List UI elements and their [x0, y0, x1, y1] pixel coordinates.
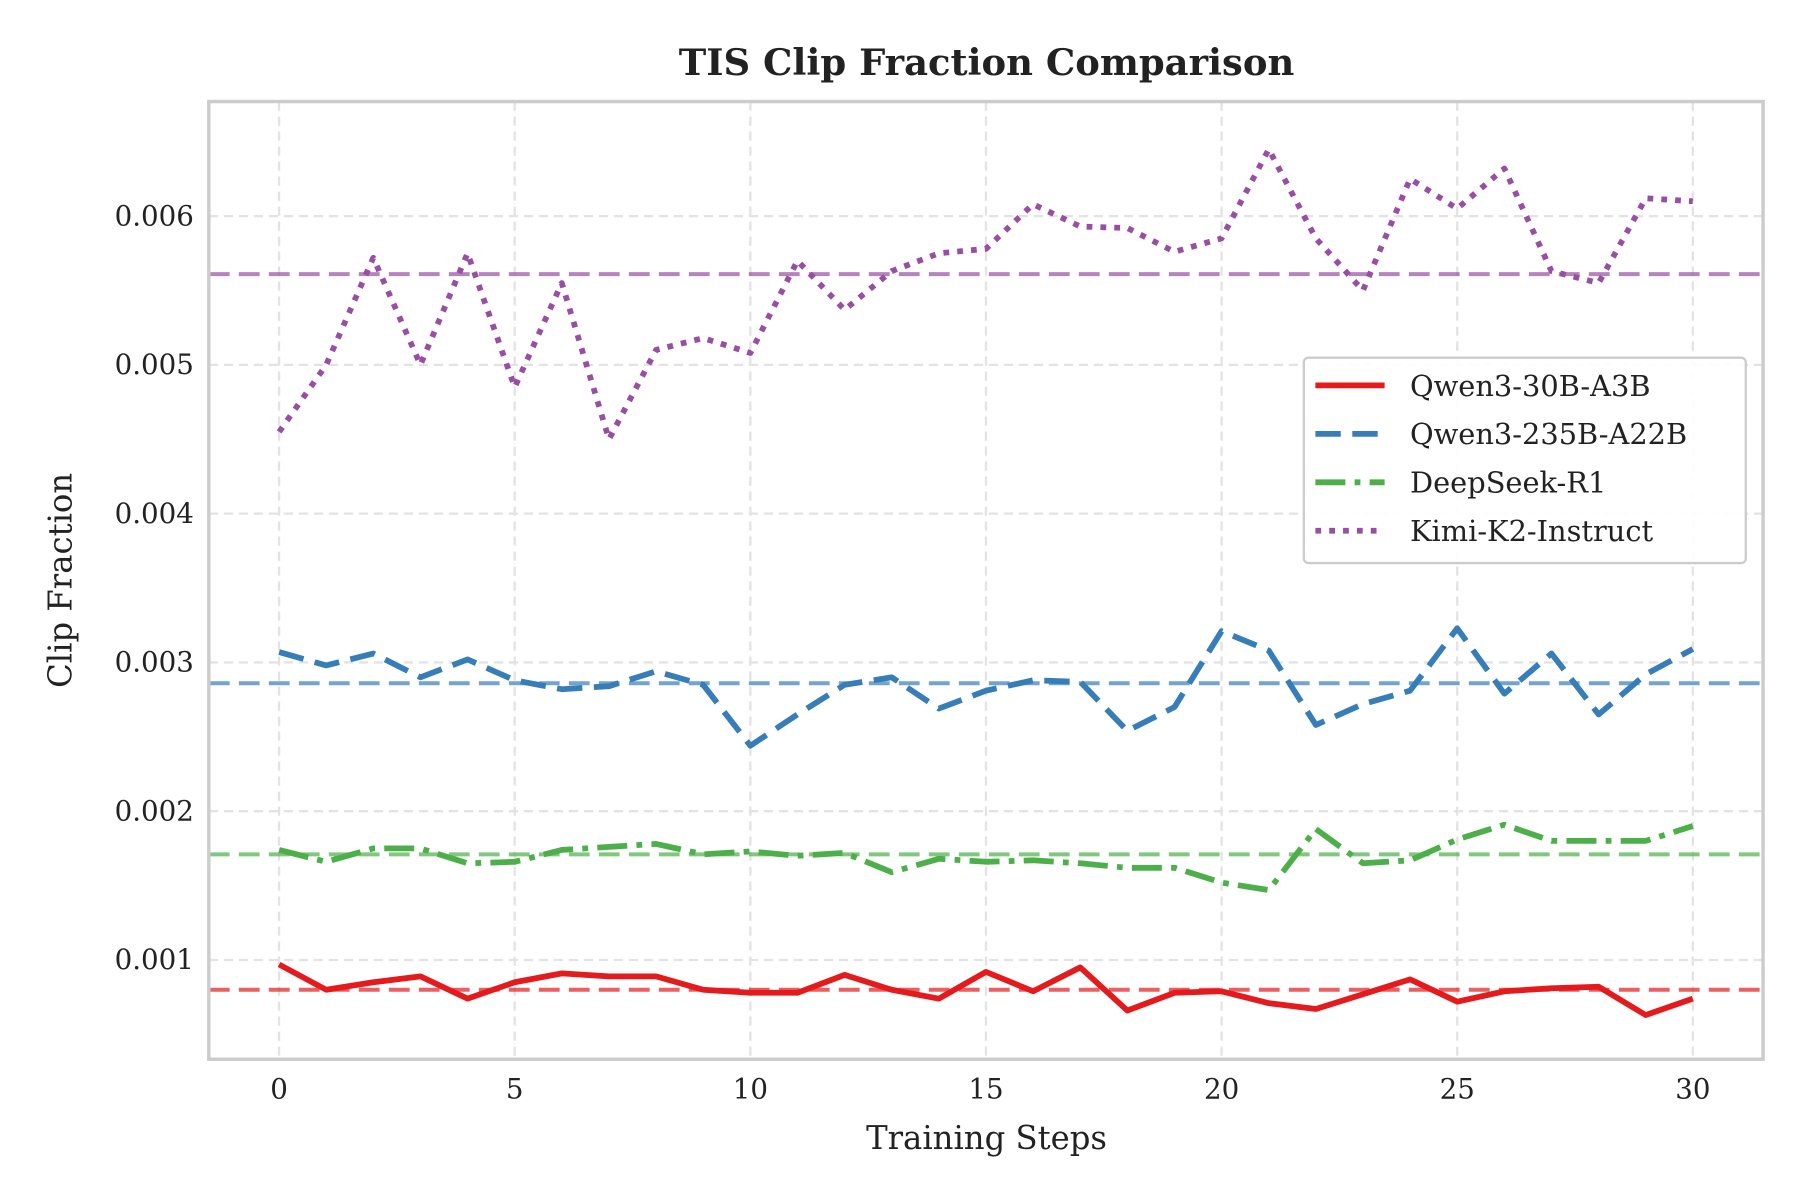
x-tick-label: 25	[1440, 1072, 1475, 1105]
y-tick-labels: 0.001 0.002 0.003 0.004 0.005 0.006	[115, 199, 194, 976]
x-tick-label: 10	[733, 1072, 768, 1105]
x-tick-label: 5	[506, 1072, 524, 1105]
legend-label-qwen3-30b-a3b: Qwen3-30B-A3B	[1410, 369, 1651, 403]
x-tick-label: 30	[1675, 1072, 1710, 1105]
x-tick-label: 20	[1204, 1072, 1239, 1105]
y-tick-label: 0.006	[115, 199, 194, 232]
y-tick-label: 0.005	[115, 348, 194, 381]
x-axis-label: Training Steps	[866, 1119, 1107, 1157]
series-line-qwen3-30b-a3b	[277, 961, 1694, 1018]
x-tick-labels: 0 5 10 15 20 25 30	[270, 1072, 1710, 1105]
y-axis-label: Clip Fraction	[42, 473, 80, 688]
legend-label-kimi-k2-instruct: Kimi-K2-Instruct	[1410, 514, 1653, 548]
series-lines	[276, 146, 1695, 1018]
series-line-qwen3-235b-a22b	[278, 625, 1695, 749]
x-tick-label: 0	[270, 1072, 288, 1105]
legend-label-deepseek-r1: DeepSeek-R1	[1410, 466, 1606, 500]
y-tick-label: 0.003	[115, 646, 194, 679]
y-tick-label: 0.002	[115, 794, 194, 827]
y-tick-label: 0.004	[115, 497, 194, 530]
x-tick-label: 15	[968, 1072, 1003, 1105]
legend-box	[1302, 356, 1747, 565]
plot-frame	[207, 99, 1765, 1061]
series-line-deepseek-r1	[278, 821, 1694, 893]
legend-label-qwen3-235b-a22b: Qwen3-235B-A22B	[1410, 417, 1687, 451]
chart-title: TIS Clip Fraction Comparison	[679, 40, 1295, 84]
y-tick-label: 0.001	[115, 943, 194, 976]
legend: Qwen3-30B-A3B Qwen3-235B-A22B DeepSeek-R1 K…	[1302, 356, 1747, 565]
series-line-kimi-k2-instruct	[276, 146, 1693, 443]
